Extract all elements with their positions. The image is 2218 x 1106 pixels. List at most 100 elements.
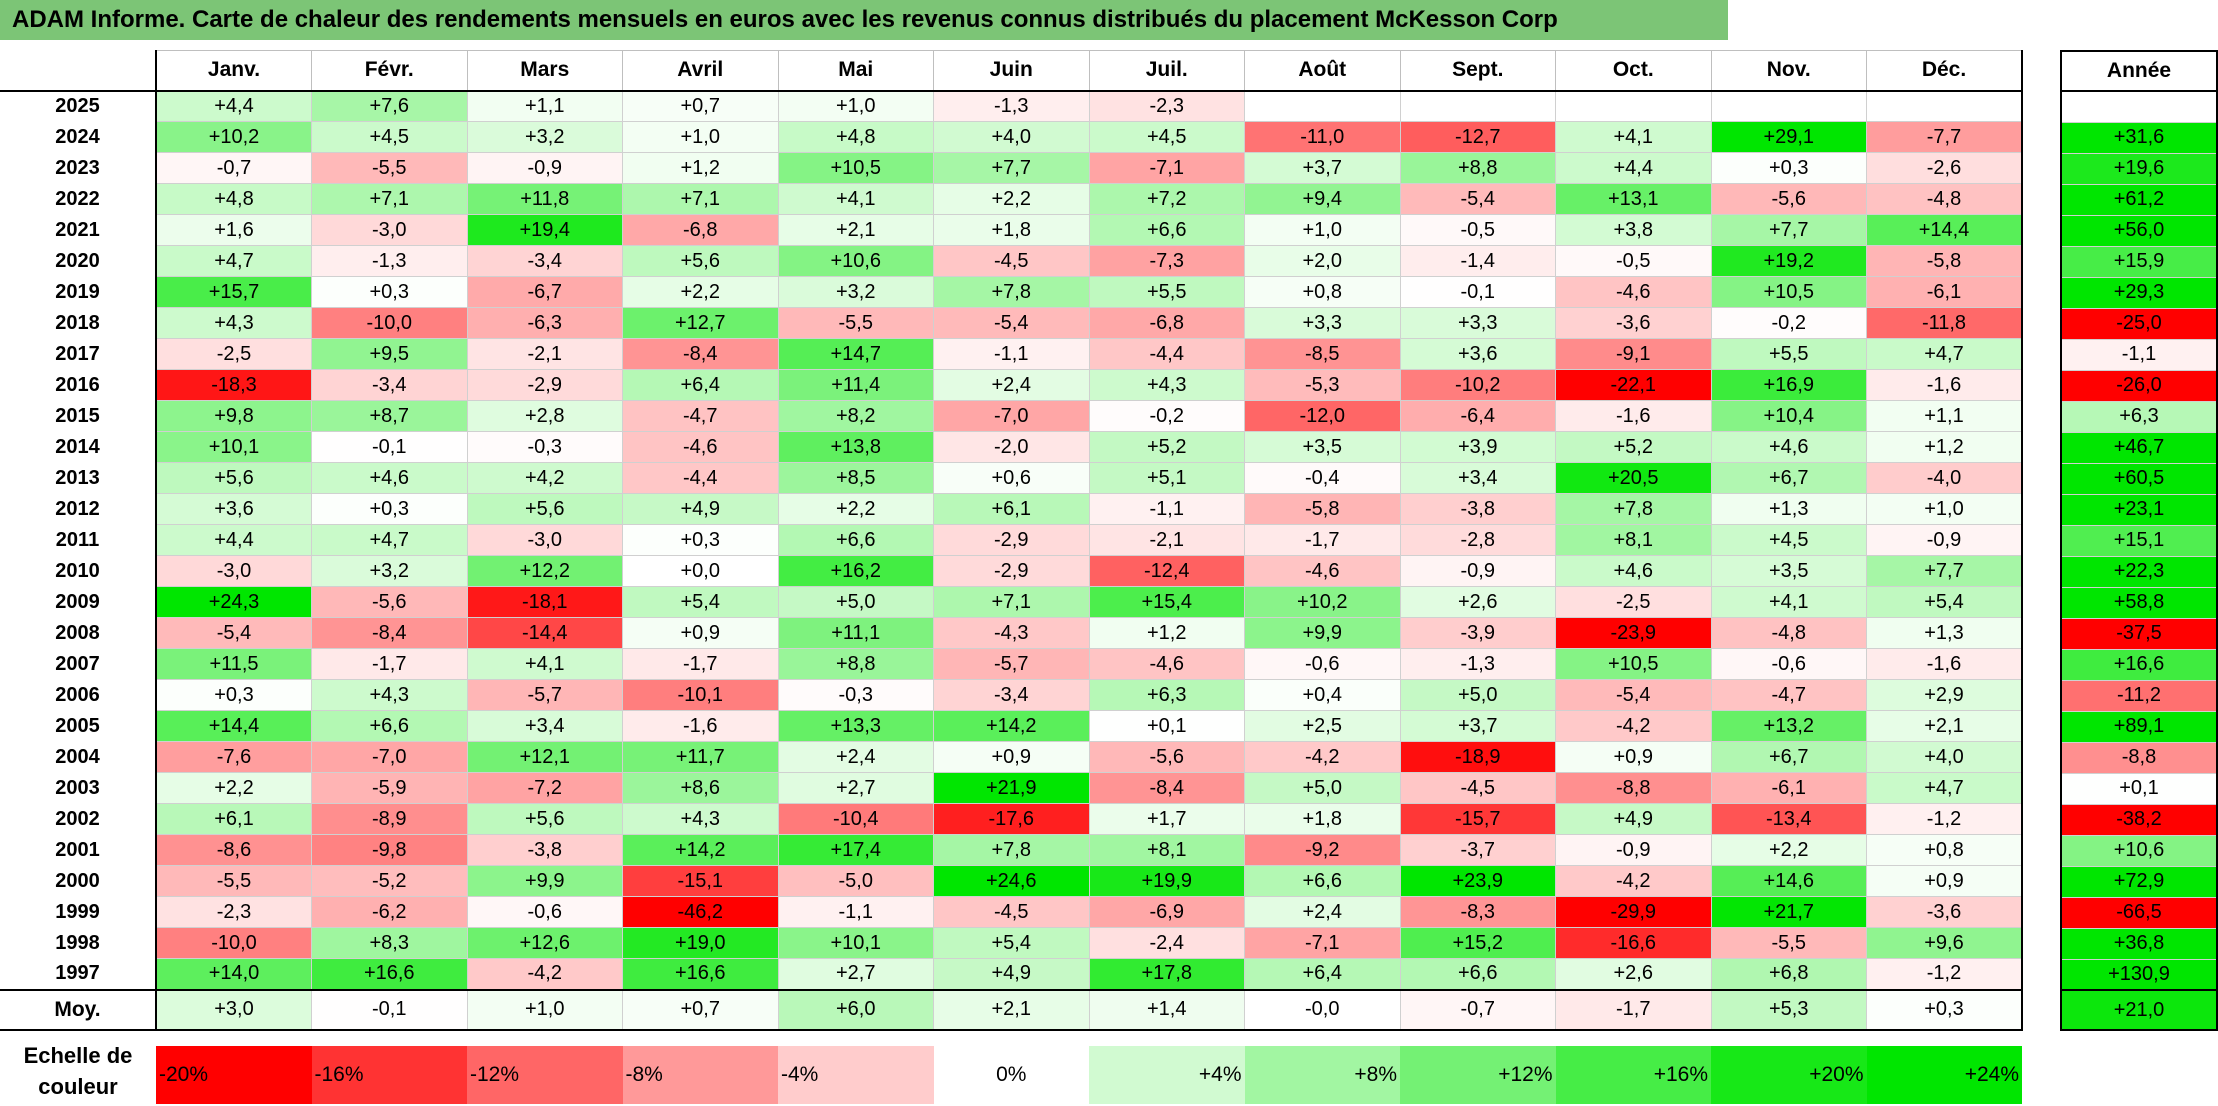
year-label: 1997	[0, 958, 157, 991]
annual-cell: +23,1	[2060, 493, 2218, 525]
heatmap-cell: -22,1	[1555, 369, 1712, 401]
heatmap-cell: +14,4	[155, 710, 312, 742]
heatmap-cell: +14,0	[155, 958, 312, 991]
heatmap-cell: -0,9	[1399, 555, 1556, 587]
heatmap-cell: -5,0	[777, 865, 934, 897]
heatmap-cell: +6,0	[777, 989, 934, 1031]
color-scale-step: +16%	[1555, 1046, 1711, 1104]
heatmap-cell: +4,9	[622, 493, 779, 525]
heatmap-cell: -3,7	[1399, 834, 1556, 866]
heatmap-cell: +20,5	[1555, 462, 1712, 494]
annual-cell: +10,6	[2060, 834, 2218, 866]
heatmap-cell: +5,2	[1088, 431, 1245, 463]
year-row: 2018 +4,3 -10,0 -6,3 +12,7 -5,5 -5,4 -6,8 +3,3 +3…	[0, 307, 2023, 339]
month-header: Mars	[466, 50, 623, 92]
heatmap-cell: +4,4	[1555, 152, 1712, 184]
heatmap-cell: -0,9	[1555, 834, 1712, 866]
heatmap-cell: -18,1	[466, 586, 623, 618]
year-label: 2004	[0, 741, 157, 773]
heatmap-cell: +1,0	[1866, 493, 2023, 525]
heatmap-cell: +11,8	[466, 183, 623, 215]
heatmap-cell: +8,1	[1088, 834, 1245, 866]
heatmap-cell: -5,8	[1866, 245, 2023, 277]
heatmap-cell: +24,3	[155, 586, 312, 618]
heatmap-cell: +10,1	[777, 927, 934, 959]
heatmap-cell: +6,8	[1710, 958, 1867, 991]
heatmap-cell: -7,3	[1088, 245, 1245, 277]
heatmap-cell: +1,0	[466, 989, 623, 1031]
heatmap-cell: -1,7	[622, 648, 779, 680]
heatmap-cell: +24,6	[933, 865, 1090, 897]
heatmap-cell: -12,0	[1244, 400, 1401, 432]
heatmap-cell: -9,8	[311, 834, 468, 866]
heatmap-cell: -11,0	[1244, 121, 1401, 153]
heatmap-cell: -0,1	[311, 989, 468, 1031]
heatmap-cell: +3,7	[1244, 152, 1401, 184]
heatmap-cell	[1555, 90, 1712, 122]
heatmap-cell: -7,7	[1866, 121, 2023, 153]
heatmap-cell	[1244, 90, 1401, 122]
heatmap-cell: +1,3	[1866, 617, 2023, 649]
report-title: ADAM Informe. Carte de chaleur des rende…	[0, 0, 1728, 40]
heatmap-cell: -0,5	[1399, 214, 1556, 246]
heatmap-cell: +2,2	[622, 276, 779, 308]
heatmap-cell: -4,6	[622, 431, 779, 463]
year-row: 2024 +10,2 +4,5 +3,2 +1,0 +4,8 +4,0 +4,5 -11,0 -1…	[0, 121, 2023, 153]
heatmap-cell: +14,7	[777, 338, 934, 370]
heatmap-cell: +0,0	[622, 555, 779, 587]
heatmap-cell: -3,0	[311, 214, 468, 246]
annual-cell: +6,3	[2060, 400, 2218, 432]
heatmap-cell: -46,2	[622, 896, 779, 928]
heatmap-cell: +3,5	[1710, 555, 1867, 587]
heatmap-cell: +0,3	[1710, 152, 1867, 184]
annual-cell: +60,5	[2060, 462, 2218, 494]
heatmap-cell: -8,5	[1244, 338, 1401, 370]
heatmap-cell: +7,1	[622, 183, 779, 215]
annual-cell: +15,1	[2060, 524, 2218, 556]
heatmap-cell: +1,2	[1866, 431, 2023, 463]
heatmap-cell: -15,7	[1399, 803, 1556, 835]
heatmap-cell: +0,4	[1244, 679, 1401, 711]
heatmap-cell: +19,9	[1088, 865, 1245, 897]
heatmap-cell: +4,7	[1866, 772, 2023, 804]
heatmap-cell: -4,6	[1088, 648, 1245, 680]
heatmap-cell: +4,0	[933, 121, 1090, 153]
year-label: 2001	[0, 834, 157, 866]
heatmap-cell: -0,2	[1088, 400, 1245, 432]
heatmap-cell: -1,3	[1399, 648, 1556, 680]
heatmap-cell: +4,1	[1710, 586, 1867, 618]
heatmap-cell: +1,7	[1088, 803, 1245, 835]
year-label: 2008	[0, 617, 157, 649]
heatmap-cell: +5,6	[155, 462, 312, 494]
heatmap-cell: +9,9	[1244, 617, 1401, 649]
year-row: 2012 +3,6 +0,3 +5,6 +4,9 +2,2 +6,1 -1,1 -5,8 -3,8…	[0, 493, 2023, 525]
heatmap-cell: -2,4	[1088, 927, 1245, 959]
heatmap-cell: +9,5	[311, 338, 468, 370]
heatmap-cell: +2,4	[777, 741, 934, 773]
heatmap-cell: +4,6	[1710, 431, 1867, 463]
heatmap-cell: -2,8	[1399, 524, 1556, 556]
year-row: 2015 +9,8 +8,7 +2,8 -4,7 +8,2 -7,0 -0,2 -12,0 -6,…	[0, 400, 2023, 432]
year-label: 2002	[0, 803, 157, 835]
heatmap-cell: +4,5	[1710, 524, 1867, 556]
heatmap-cell: -0,6	[1710, 648, 1867, 680]
month-header: Nov.	[1710, 50, 1867, 92]
year-row: 2019 +15,7 +0,3 -6,7 +2,2 +3,2 +7,8 +5,5 +0,8 -0,…	[0, 276, 2023, 308]
heatmap-cell: +1,8	[933, 214, 1090, 246]
heatmap-cell: +5,2	[1555, 431, 1712, 463]
heatmap-cell: +6,6	[777, 524, 934, 556]
year-label: 2007	[0, 648, 157, 680]
heatmap-cell: -5,3	[1244, 369, 1401, 401]
heatmap-cell: +14,2	[933, 710, 1090, 742]
heatmap-cell: +9,4	[1244, 183, 1401, 215]
heatmap-cell: -0,2	[1710, 307, 1867, 339]
heatmap-cell: -2,3	[155, 896, 312, 928]
monthly-returns-heatmap: Janv. Févr. Mars Avril Mai Juin Juil. Août Sept.…	[0, 50, 2023, 1031]
heatmap-cell: +8,8	[777, 648, 934, 680]
annual-cell: +56,0	[2060, 214, 2218, 246]
heatmap-cell: +23,9	[1399, 865, 1556, 897]
heatmap-cell: +0,7	[622, 989, 779, 1031]
heatmap-cell: -4,2	[1555, 710, 1712, 742]
heatmap-cell: -3,4	[466, 245, 623, 277]
month-header: Sept.	[1399, 50, 1556, 92]
